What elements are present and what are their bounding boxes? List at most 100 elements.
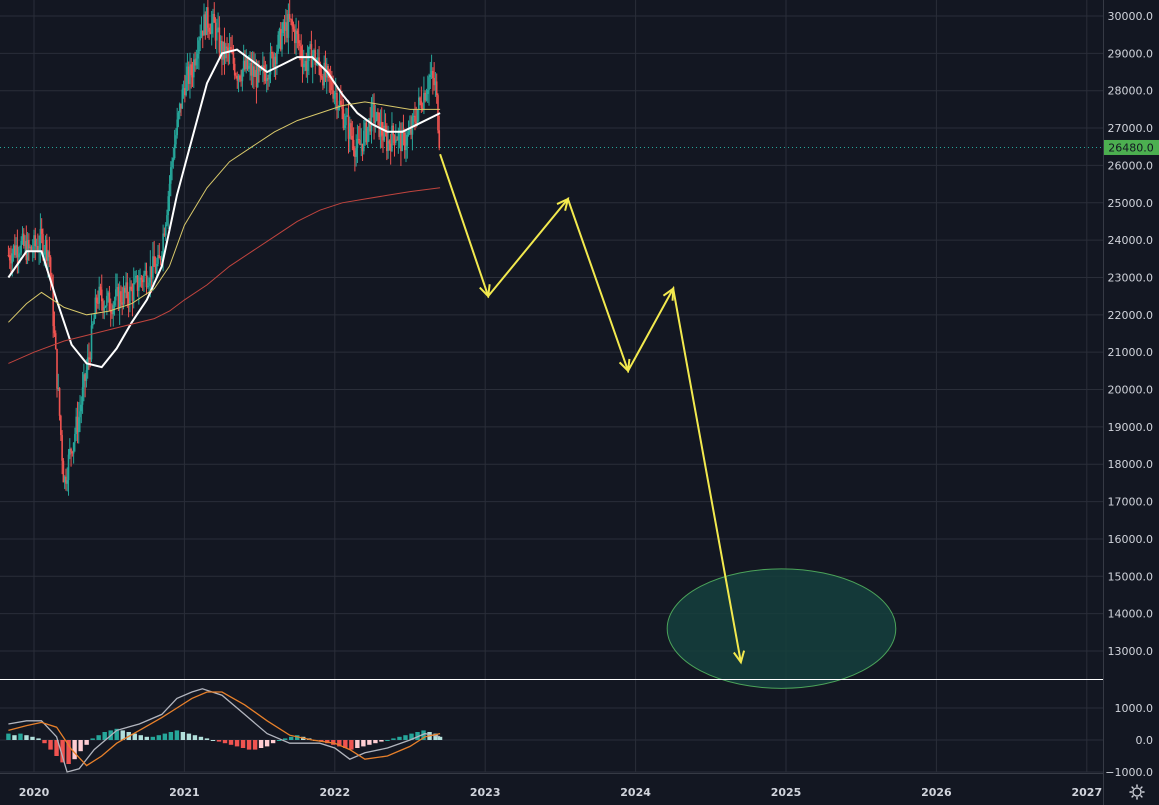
time-tick-label: 2023 [470,786,501,799]
candle-body [159,258,162,261]
histogram-bar [72,740,77,760]
candle-body [279,29,282,50]
candle-body [333,94,336,99]
candle-body [60,415,62,436]
candle-body [273,56,276,68]
candle-body [412,115,415,117]
candle-body [120,291,122,303]
candle-body [175,135,177,145]
candle-body [8,255,11,261]
candle-body [313,50,315,56]
candle-body [397,132,400,141]
candle-body [382,135,384,141]
candle-body [132,282,135,301]
candle-body [214,22,217,41]
candle-body [379,122,382,137]
candle-body [245,58,248,70]
candle-body [278,29,281,35]
candle-body [415,121,418,124]
candle-body [218,27,221,53]
candle-body [189,64,191,84]
candle-body [329,77,332,80]
candle-body [40,228,43,234]
histogram-bar [120,730,125,740]
price-tick-label: 27000.0 [1108,122,1154,135]
candle-body [393,135,396,143]
candle-body [288,14,291,19]
candle-body [125,282,127,293]
price-tick-label: 26000.0 [1108,159,1154,172]
candle-body [95,297,98,303]
candle-body [414,115,416,122]
candle-body [116,287,118,290]
candle-body [406,134,409,146]
candle-body [85,370,88,381]
candle-body [356,138,359,149]
candle-body [29,246,31,249]
histogram-bar [12,735,17,740]
candle-body [15,245,17,256]
candle-body [373,103,375,123]
candle-body [122,287,125,305]
histogram-bar [282,738,288,740]
candle-body [389,143,392,151]
candle-body [111,312,113,315]
oscillator-axis[interactable]: 1000.0 0.0 −1000.0 [1105,702,1153,779]
candle-body [276,51,278,64]
candle-body [12,245,15,254]
candle-body [268,74,271,80]
candle-body [387,140,389,152]
price-tick-label: 14000.0 [1108,608,1154,621]
candle-body [186,66,189,76]
candle-body [70,448,72,452]
moving-average-line [7,48,441,369]
candle-body [429,74,432,78]
candle-body [89,357,92,360]
candle-body [37,246,39,251]
gear-icon[interactable] [1129,784,1145,800]
histogram-bar [391,738,396,740]
histogram-bar [343,740,348,748]
candle-body [176,119,178,136]
candle-body [384,125,387,133]
candle-body [102,301,104,311]
candle-body [167,196,170,216]
candle-body [355,148,357,157]
candle-body [107,292,109,296]
candle-body [118,291,121,309]
price-axis[interactable]: 30000.0 29000.0 28000.0 27000.0 26000.0 25000… [1108,10,1154,658]
candle-body [92,324,94,326]
histogram-bar [84,740,89,745]
candle-body [71,451,74,454]
candle-body [19,252,21,255]
candle-body [100,289,103,302]
candle-body [212,13,214,23]
histogram-bar [421,730,426,740]
candle-body [219,40,222,53]
candle-body [292,26,295,30]
candle-body [191,75,194,78]
histogram-bar [379,740,384,742]
candle-body [158,254,161,259]
candle-body [113,300,116,306]
projection-arrowhead [618,358,631,374]
candle-body [435,81,438,96]
histogram-bar [150,736,156,740]
candle-body [74,433,76,443]
candle-body [360,143,363,145]
candle-body [58,387,61,416]
time-axis[interactable]: 2020 2021 2022 2023 2024 2025 2026 2027 [19,786,1102,799]
candle-body [127,298,130,304]
price-tick-label: 22000.0 [1108,309,1154,322]
candle-body [337,107,340,111]
candle-body [130,286,132,290]
candle-body [236,76,239,81]
candle-body [309,44,311,48]
candle-body [203,14,205,36]
candle-body [290,18,292,20]
candle-body [17,254,20,258]
candle-body [286,22,288,38]
candle-body [195,58,198,66]
candle-body [421,108,424,110]
candle-body [134,278,136,283]
